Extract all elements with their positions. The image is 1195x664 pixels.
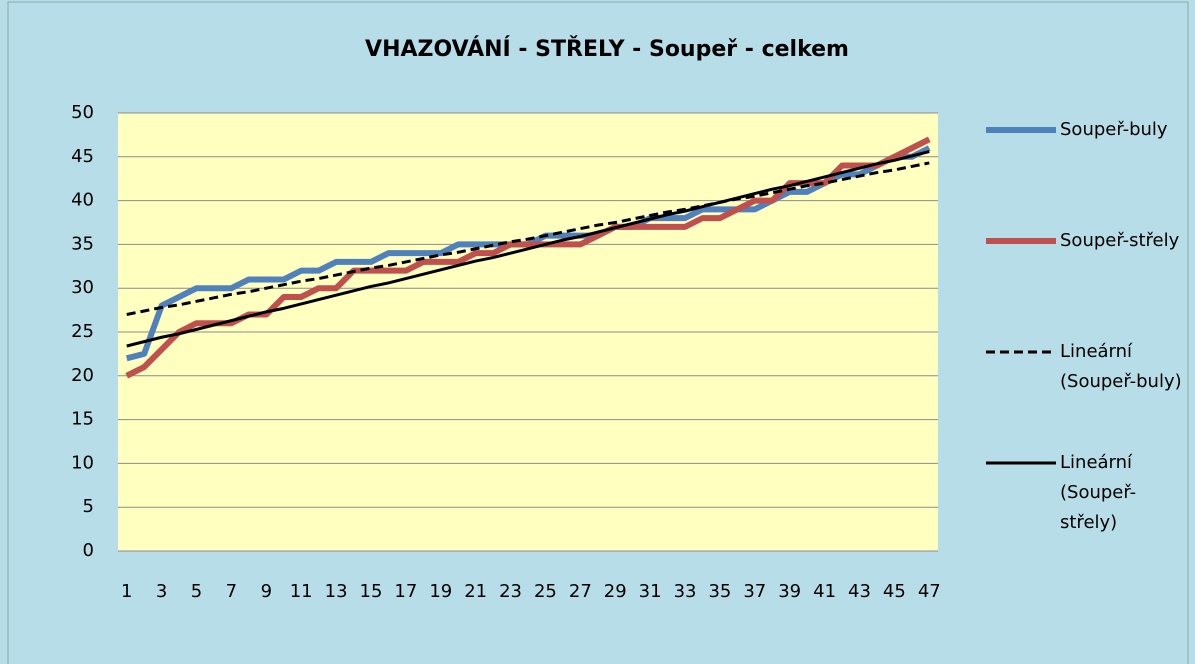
- x-tick-label: 37: [743, 581, 766, 602]
- x-tick-label: 47: [918, 581, 941, 602]
- x-tick-label: 25: [534, 581, 557, 602]
- y-tick-label: 35: [71, 233, 94, 254]
- y-tick-label: 0: [83, 540, 94, 561]
- x-tick-label: 21: [464, 581, 487, 602]
- series-line: [126, 161, 930, 316]
- x-tick-label: 43: [848, 581, 871, 602]
- x-tick-label: 29: [604, 581, 627, 602]
- y-tick-label: 50: [71, 102, 94, 123]
- legend-label: Lineární (Soupeř-střely): [1060, 452, 1137, 533]
- x-tick-label: 39: [778, 581, 801, 602]
- x-tick-label: 31: [639, 581, 662, 602]
- y-tick-label: 15: [71, 409, 94, 430]
- y-tick-label: 25: [71, 321, 94, 342]
- y-tick-label: 5: [83, 496, 94, 517]
- y-tick-label: 40: [71, 190, 94, 211]
- x-tick-label: 19: [429, 581, 452, 602]
- x-tick-label: 5: [191, 581, 202, 602]
- series-line: [126, 150, 930, 348]
- x-tick-label: 3: [156, 581, 167, 602]
- x-tick-label: 9: [261, 581, 272, 602]
- x-tick-label: 33: [674, 581, 697, 602]
- y-tick-label: 45: [71, 146, 94, 167]
- chart-frame: [7, 1, 1189, 664]
- x-tick-label: 11: [290, 581, 313, 602]
- x-tick-label: 27: [569, 581, 592, 602]
- x-tick-label: 1: [121, 581, 132, 602]
- x-tick-label: 41: [813, 581, 836, 602]
- x-tick-label: 23: [499, 581, 522, 602]
- x-tick-label: 15: [360, 581, 383, 602]
- x-tick-label: 35: [708, 581, 731, 602]
- legend-label: Soupeř-střely: [1060, 230, 1180, 251]
- x-tick-label: 13: [325, 581, 348, 602]
- x-tick-label: 17: [394, 581, 417, 602]
- x-tick-label: 45: [883, 581, 906, 602]
- legend-label: Soupeř-buly: [1060, 119, 1168, 140]
- y-tick-label: 30: [71, 277, 94, 298]
- chart-title: VHAZOVÁNÍ - STŘELY - Soupeř - celkem: [365, 36, 849, 62]
- y-tick-label: 10: [71, 452, 94, 473]
- x-tick-label: 7: [226, 581, 237, 602]
- y-tick-label: 20: [71, 365, 94, 386]
- legend-label: Lineární (Soupeř-buly): [1060, 341, 1182, 392]
